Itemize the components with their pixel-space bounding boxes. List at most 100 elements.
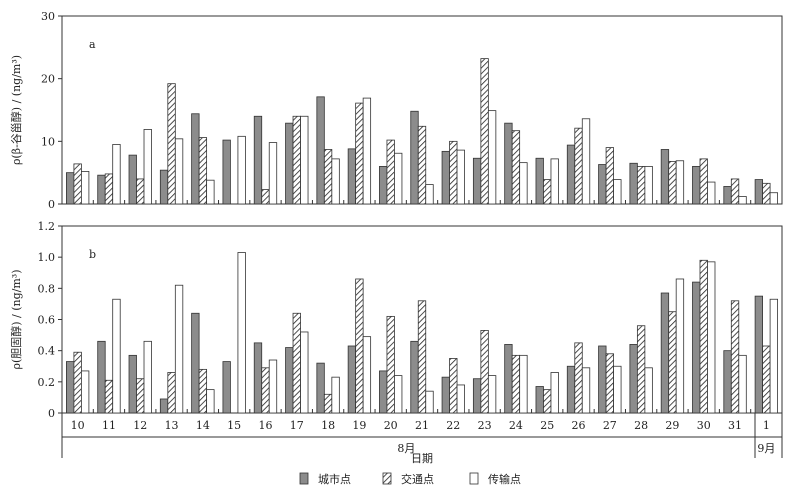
legend-swatch-traffic xyxy=(382,472,392,485)
bar-b-transport-28 xyxy=(644,367,653,414)
bar-b-city-21 xyxy=(410,340,419,414)
bar-a-transport-16 xyxy=(268,142,278,205)
bar-a-traffic-26 xyxy=(574,127,583,205)
bar-b-traffic-29 xyxy=(668,311,677,414)
bar-b-city-26 xyxy=(566,365,576,414)
bar-a-transport-1 xyxy=(769,192,778,205)
bar-a-traffic-13 xyxy=(167,83,176,205)
bar-a-transport-30 xyxy=(707,181,716,205)
bar-b-traffic-23 xyxy=(480,330,489,414)
x-tick-label: 14 xyxy=(196,419,210,432)
bar-a-city-26 xyxy=(566,144,576,205)
bar-a-city-10 xyxy=(66,172,75,205)
x-tick-label: 22 xyxy=(446,419,460,432)
x-tick-label: 15 xyxy=(227,419,241,432)
y-tick-label: 0.2 xyxy=(38,376,56,389)
y-tick-label: 0 xyxy=(48,407,55,420)
bar-a-transport-15 xyxy=(237,135,246,205)
bar-b-traffic-16 xyxy=(261,367,270,414)
bar-a-transport-23 xyxy=(487,110,497,205)
bar-b-city-31 xyxy=(723,350,732,414)
x-tick-label: 19 xyxy=(352,419,366,432)
bar-b-traffic-18 xyxy=(323,393,333,414)
y-tick-label: 30 xyxy=(41,10,55,23)
bar-a-transport-19 xyxy=(362,97,372,205)
legend-swatch-city xyxy=(299,472,309,485)
bar-a-transport-17 xyxy=(300,115,309,205)
x-tick-label: 26 xyxy=(572,419,586,432)
bar-a-transport-29 xyxy=(675,160,685,205)
bar-a-city-12 xyxy=(128,154,137,205)
bar-b-traffic-27 xyxy=(605,353,614,414)
bar-b-city-11 xyxy=(97,340,106,414)
legend-label-city: 城市点 xyxy=(318,472,351,486)
bar-b-city-13 xyxy=(159,398,169,414)
bar-b-city-20 xyxy=(379,370,388,414)
bar-a-traffic-20 xyxy=(386,139,395,205)
y-tick-label: 0.4 xyxy=(38,345,56,358)
bar-a-transport-28 xyxy=(644,165,653,205)
bar-a-traffic-31 xyxy=(730,178,740,205)
bar-b-transport-31 xyxy=(738,354,747,414)
bar-a-traffic-21 xyxy=(417,125,427,205)
x-tick-label: 20 xyxy=(384,419,398,432)
bar-b-city-23 xyxy=(472,378,482,414)
bar-a-city-14 xyxy=(191,113,200,205)
bar-a-transport-20 xyxy=(394,152,403,205)
y-tick-label: 10 xyxy=(41,135,55,148)
bar-b-city-30 xyxy=(692,281,701,414)
legend-label-transport: 传输点 xyxy=(488,472,521,486)
bar-a-traffic-23 xyxy=(480,58,489,205)
legend-label-traffic: 交通点 xyxy=(401,472,434,486)
x-tick-label: 25 xyxy=(540,419,554,432)
x-tick-label: 21 xyxy=(415,419,429,432)
bar-b-transport-26 xyxy=(581,367,591,414)
bar-a-city-20 xyxy=(379,165,388,205)
bar-b-city-15 xyxy=(222,361,231,414)
bar-a-city-21 xyxy=(410,110,419,205)
panel-label: a xyxy=(89,38,96,51)
bar-b-city-22 xyxy=(441,376,450,414)
bar-b-transport-29 xyxy=(675,278,685,414)
bar-a-city-25 xyxy=(535,157,544,205)
y-tick-label: 0.6 xyxy=(38,314,56,327)
bar-a-traffic-16 xyxy=(261,189,270,205)
bar-b-transport-22 xyxy=(456,384,465,414)
bar-b-city-28 xyxy=(629,344,638,414)
bar-b-city-1 xyxy=(754,295,763,414)
bar-b-city-18 xyxy=(316,362,325,414)
bar-b-city-14 xyxy=(191,312,200,414)
bar-b-transport-30 xyxy=(707,261,716,414)
bar-b-transport-1 xyxy=(769,298,778,414)
bar-a-transport-11 xyxy=(112,144,121,205)
bar-a-city-18 xyxy=(316,96,325,205)
bar-b-city-17 xyxy=(285,347,294,414)
bar-b-transport-24 xyxy=(519,354,528,414)
x-tick-label: 28 xyxy=(634,419,648,432)
bar-b-transport-16 xyxy=(268,359,278,414)
bar-b-traffic-31 xyxy=(730,300,740,414)
bar-b-traffic-14 xyxy=(198,368,208,414)
bar-a-city-17 xyxy=(285,122,294,205)
y-tick-label: 1.2 xyxy=(38,220,56,233)
bar-a-city-15 xyxy=(222,139,231,205)
bar-b-traffic-28 xyxy=(636,325,646,414)
bar-b-traffic-24 xyxy=(511,354,521,414)
bar-b-city-25 xyxy=(535,386,544,414)
bar-a-transport-13 xyxy=(174,138,184,205)
bar-a-city-19 xyxy=(347,148,357,205)
bar-b-transport-12 xyxy=(143,340,152,414)
y-tick-label: 0 xyxy=(48,198,55,211)
x-tick-label: 29 xyxy=(665,419,679,432)
bar-a-city-22 xyxy=(441,150,450,205)
bar-b-transport-10 xyxy=(81,370,90,414)
x-tick-label: 18 xyxy=(321,419,335,432)
bar-b-transport-18 xyxy=(331,376,340,414)
bar-b-traffic-10 xyxy=(73,351,82,414)
y-axis-label: ρ(β-谷甾醇) / (ng/m³) xyxy=(9,55,23,165)
x-tick-label: 11 xyxy=(102,419,116,432)
bar-b-transport-27 xyxy=(613,365,622,414)
bar-b-transport-23 xyxy=(487,375,497,414)
y-axis-label: ρ(胆固醇) / (ng/m³) xyxy=(9,269,23,369)
